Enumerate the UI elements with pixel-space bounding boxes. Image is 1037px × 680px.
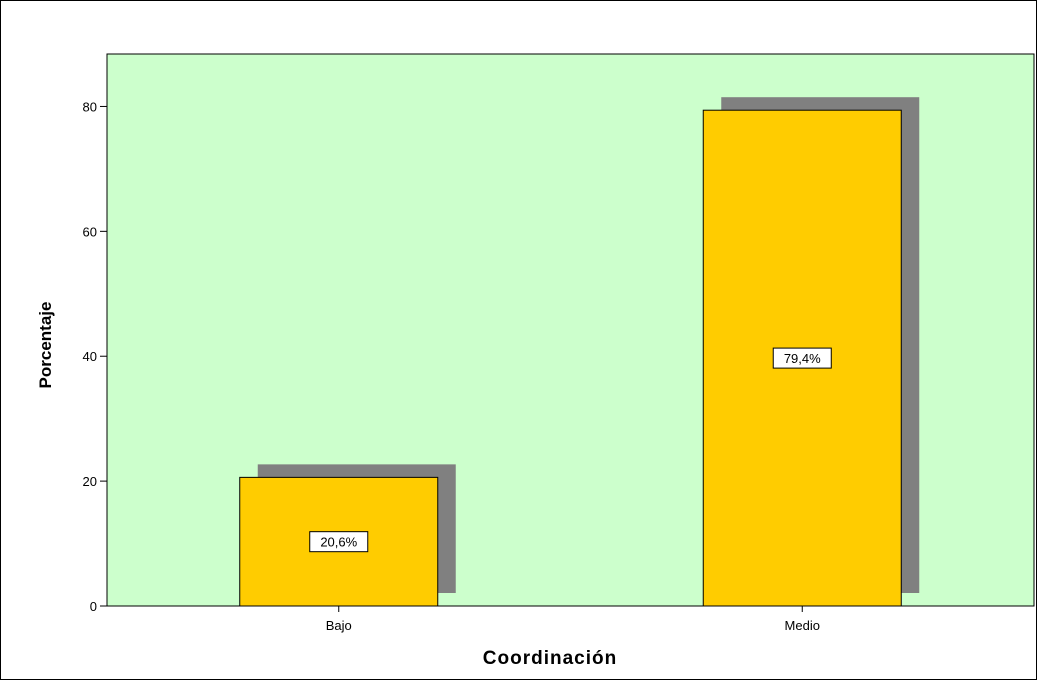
x-axis-title: Coordinación — [483, 648, 617, 669]
data-label-box — [772, 347, 832, 369]
data-label-box — [309, 531, 369, 553]
y-axis: 0 20 40 60 80 — [83, 99, 107, 614]
x-axis: Bajo Medio — [326, 606, 820, 633]
data-label-text: 20,6% — [320, 535, 357, 550]
data-label-text: 79,4% — [784, 351, 821, 366]
x-tick-label-bajo: Bajo — [326, 618, 352, 633]
x-tick-label-medio: Medio — [785, 618, 820, 633]
y-tick-label: 20 — [83, 474, 97, 489]
y-tick-label: 0 — [90, 599, 97, 614]
y-tick-label: 40 — [83, 349, 97, 364]
y-tick-label: 80 — [83, 99, 97, 114]
data-label-bajo: 20,6% — [309, 531, 369, 553]
data-labels: 20,6% 79,4% — [309, 347, 832, 553]
data-label-medio: 79,4% — [772, 347, 832, 369]
y-tick-label: 60 — [83, 224, 97, 239]
y-axis-title: Porcentaje — [36, 302, 55, 389]
